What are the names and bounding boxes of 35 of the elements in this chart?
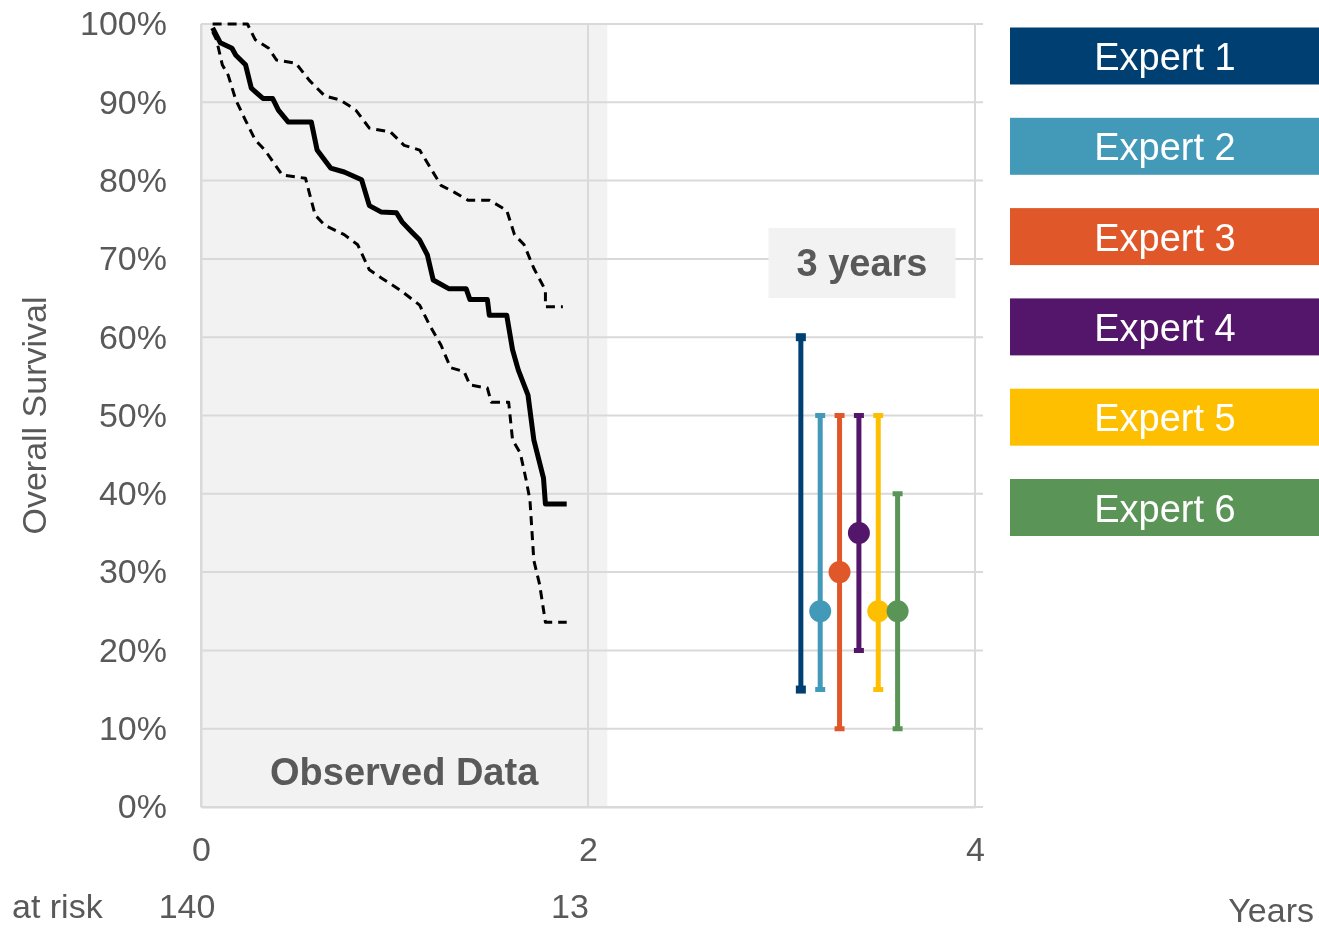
text: Expert 2 [1094,126,1236,169]
text: Expert 6 [1094,487,1236,530]
x-tick-label: 4 [966,830,985,869]
y-tick-label: 100% [80,4,167,43]
band-label: Observed Data [270,751,540,793]
y-tick-label: 10% [98,709,167,748]
y-tick-label: 60% [98,317,167,356]
y-tick-label: 0% [117,787,167,826]
point [886,600,909,623]
text: 140 [158,887,216,925]
text: Expert 4 [1094,306,1236,349]
text: Expert 5 [1094,397,1236,440]
y-tick-label: 20% [98,630,167,669]
y-tick-label: 70% [98,239,167,278]
text: Years [1228,891,1314,929]
y-tick-label: 50% [98,395,167,434]
x-tick-label: 0 [192,830,211,869]
point [867,600,890,623]
text: 13 [551,887,589,925]
y-tick-label: 40% [98,474,167,513]
text: Expert 1 [1094,36,1236,78]
text: Expert 3 [1094,216,1236,259]
y-tick-label: 90% [98,82,167,121]
point [795,685,806,694]
y-axis-title: Overall Survival [15,296,53,535]
annotation: 3 years [796,242,928,284]
point [809,600,832,623]
point [795,333,806,342]
line-series [211,30,569,624]
point [847,521,870,544]
y-tick-label: 30% [98,552,167,591]
x-tick-label: 2 [579,830,598,869]
y-tick-label: 80% [98,160,167,199]
text: at risk [12,887,104,925]
point [828,561,851,584]
